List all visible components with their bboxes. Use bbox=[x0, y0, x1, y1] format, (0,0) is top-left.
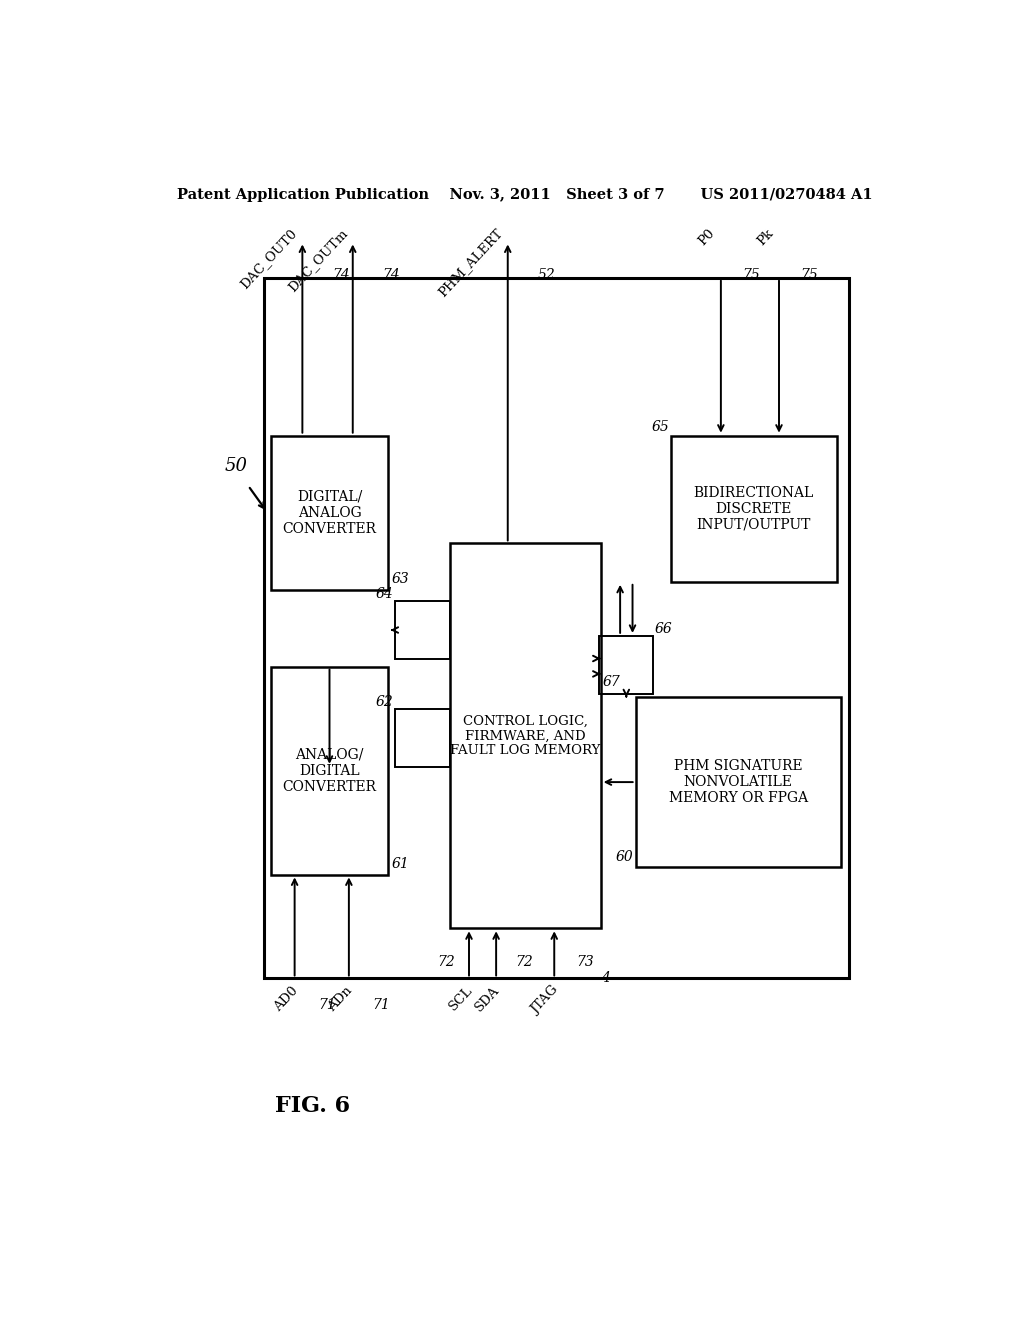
Text: 72: 72 bbox=[437, 954, 455, 969]
Text: 67: 67 bbox=[602, 675, 621, 689]
Bar bbox=[599, 636, 653, 693]
Text: SCL: SCL bbox=[446, 983, 475, 1014]
Text: 62: 62 bbox=[376, 694, 393, 709]
Text: JTAG: JTAG bbox=[528, 983, 561, 1018]
Bar bbox=[263, 277, 849, 978]
Text: 73: 73 bbox=[575, 954, 594, 969]
Text: 75: 75 bbox=[742, 268, 761, 282]
Bar bbox=[395, 709, 450, 767]
Text: 52: 52 bbox=[538, 268, 555, 282]
Text: 4: 4 bbox=[601, 972, 609, 986]
Text: 66: 66 bbox=[655, 622, 673, 636]
Text: Pk: Pk bbox=[755, 227, 776, 248]
Text: 74: 74 bbox=[332, 268, 349, 282]
Text: DAC_OUTm: DAC_OUTm bbox=[286, 227, 349, 294]
Text: BIDIRECTIONAL
DISCRETE
INPUT/OUTPUT: BIDIRECTIONAL DISCRETE INPUT/OUTPUT bbox=[693, 486, 814, 532]
Text: 75: 75 bbox=[801, 268, 818, 282]
Bar bbox=[271, 436, 388, 590]
Text: DIGITAL/
ANALOG
CONVERTER: DIGITAL/ ANALOG CONVERTER bbox=[283, 490, 377, 536]
Text: 60: 60 bbox=[615, 850, 633, 865]
Text: 71: 71 bbox=[317, 998, 336, 1012]
Text: 71: 71 bbox=[372, 998, 390, 1012]
Text: FIG. 6: FIG. 6 bbox=[275, 1094, 350, 1117]
Bar bbox=[271, 667, 388, 874]
Text: 74: 74 bbox=[382, 268, 400, 282]
Text: AD0: AD0 bbox=[272, 983, 301, 1014]
Bar bbox=[395, 601, 450, 659]
Text: 63: 63 bbox=[391, 572, 410, 586]
Text: 65: 65 bbox=[651, 420, 669, 434]
Text: PHM_ALERT: PHM_ALERT bbox=[435, 227, 505, 300]
Text: ADn: ADn bbox=[327, 983, 355, 1014]
Text: ANALOG/
DIGITAL
CONVERTER: ANALOG/ DIGITAL CONVERTER bbox=[283, 747, 377, 793]
Text: P0: P0 bbox=[696, 227, 718, 248]
Text: 64: 64 bbox=[376, 587, 393, 601]
Text: 50: 50 bbox=[225, 458, 248, 475]
Bar bbox=[671, 436, 838, 582]
Text: 61: 61 bbox=[391, 857, 410, 871]
Text: CONTROL LOGIC,
FIRMWARE, AND
FAULT LOG MEMORY: CONTROL LOGIC, FIRMWARE, AND FAULT LOG M… bbox=[450, 714, 600, 758]
Text: Patent Application Publication    Nov. 3, 2011   Sheet 3 of 7       US 2011/0270: Patent Application Publication Nov. 3, 2… bbox=[177, 189, 872, 202]
Text: SDA: SDA bbox=[473, 983, 503, 1014]
Bar bbox=[450, 544, 601, 928]
Text: DAC_OUT0: DAC_OUT0 bbox=[238, 227, 299, 292]
Bar bbox=[636, 697, 841, 867]
Text: PHM SIGNATURE
NONVOLATILE
MEMORY OR FPGA: PHM SIGNATURE NONVOLATILE MEMORY OR FPGA bbox=[669, 759, 808, 805]
Text: 72: 72 bbox=[515, 954, 534, 969]
